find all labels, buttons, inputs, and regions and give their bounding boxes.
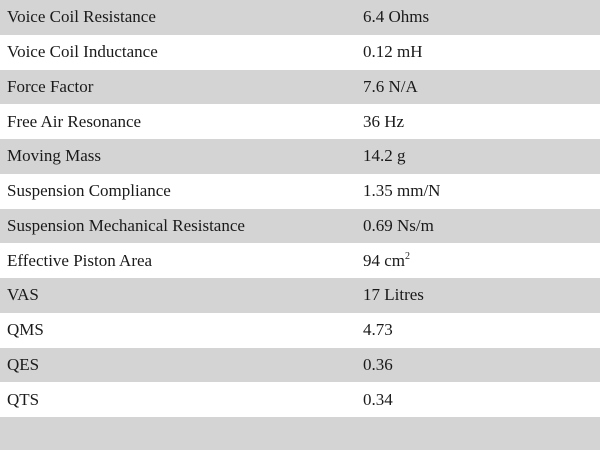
spec-label: Voice Coil Inductance: [7, 42, 158, 62]
spec-row-suspension-mechanical-resistance: Suspension Mechanical Resistance 0.69 Ns…: [0, 208, 600, 244]
spec-value: 0.34: [363, 389, 393, 409]
spec-row-qms: QMS 4.73: [0, 312, 600, 348]
spec-row-force-factor: Force Factor 7.6 N/A: [0, 69, 600, 105]
spec-row-voice-coil-inductance: Voice Coil Inductance 0.12 mH: [0, 34, 600, 70]
spec-row-vas: VAS 17 Litres: [0, 278, 600, 313]
spec-value: 14.2 g: [363, 146, 406, 166]
spec-value: 36 Hz: [363, 111, 405, 131]
spec-value-superscript: 2: [405, 250, 411, 262]
spec-row-qts: QTS 0.34: [0, 382, 600, 417]
spec-row-suspension-compliance: Suspension Compliance 1.35 mm/N: [0, 173, 600, 209]
spec-label: Suspension Mechanical Resistance: [7, 215, 245, 235]
spec-value: 0.12 mH: [363, 42, 423, 62]
spec-value: 0.36: [363, 354, 393, 374]
spec-value: 7.6 N/A: [363, 76, 418, 96]
spec-label: VAS: [7, 285, 39, 305]
table-footer-band: [0, 417, 600, 450]
spec-label: Effective Piston Area: [7, 250, 153, 270]
spec-row-effective-piston-area: Effective Piston Area 94 cm2: [0, 243, 600, 278]
spec-value: 17 Litres: [363, 285, 424, 305]
spec-row-free-air-resonance: Free Air Resonance 36 Hz: [0, 104, 600, 139]
spec-label: QMS: [7, 320, 44, 340]
spec-label: QTS: [7, 389, 40, 409]
spec-value: 0.69 Ns/m: [363, 215, 434, 235]
spec-label: Force Factor: [7, 76, 94, 96]
spec-value: 1.35 mm/N: [363, 181, 441, 201]
spec-value: 6.4 Ohms: [363, 7, 430, 27]
spec-value: 94 cm2: [356, 251, 600, 271]
spec-value-text: 94 cm: [363, 250, 406, 270]
spec-row-voice-coil-resistance: Voice Coil Resistance 6.4 Ohms: [0, 0, 600, 35]
spec-label: Free Air Resonance: [7, 111, 142, 131]
spec-label: QES: [7, 354, 40, 374]
spec-label: Suspension Compliance: [7, 181, 171, 201]
spec-label: Moving Mass: [7, 146, 101, 166]
spec-row-qes: QES 0.36: [0, 347, 600, 383]
spec-label: Voice Coil Resistance: [7, 7, 156, 27]
spec-value: 4.73: [363, 320, 393, 340]
spec-row-moving-mass: Moving Mass 14.2 g: [0, 139, 600, 174]
